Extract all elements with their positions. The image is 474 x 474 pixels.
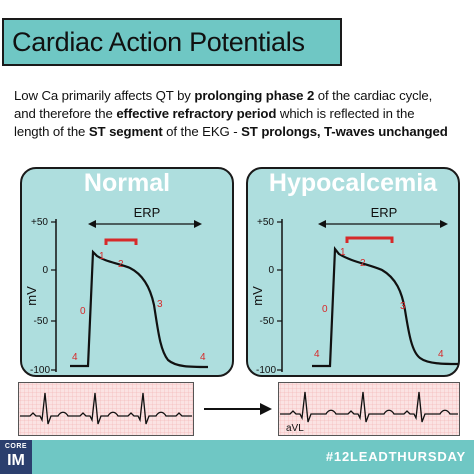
logo-im-text: IM xyxy=(7,452,25,469)
normal-phase-2: 2 xyxy=(118,259,124,270)
hypo-tick-minus50: -50 xyxy=(260,316,275,327)
normal-phase-0: 0 xyxy=(80,306,86,317)
hypo-phase-0: 0 xyxy=(322,304,328,315)
hypo-phase-2: 2 xyxy=(360,258,366,269)
hypo-phase-3: 3 xyxy=(400,301,406,312)
hypo-phase-4-right: 4 xyxy=(438,349,444,360)
normal-phase-4-right: 4 xyxy=(200,352,206,363)
normal-phase2-bracket xyxy=(104,238,138,245)
hypo-tick-0: 0 xyxy=(268,265,274,276)
hypo-y-label: mV xyxy=(250,286,265,306)
hypo-ap-curve xyxy=(312,246,459,368)
normal-phase-3: 3 xyxy=(157,299,163,310)
normal-tick-minus50: -50 xyxy=(34,316,49,327)
hypo-tick-50: +50 xyxy=(257,217,274,228)
hypocalcemia-panel-title: Hypocalcemia xyxy=(268,169,438,197)
hypo-phase-1: 1 xyxy=(340,247,346,258)
hypo-ekg-line xyxy=(280,391,458,423)
normal-y-label: mV xyxy=(24,286,39,306)
page-title: Cardiac Action Potentials xyxy=(12,27,305,57)
footer-bar xyxy=(0,440,474,474)
description-line-3: length of the ST segment of the EKG - ST… xyxy=(14,124,448,139)
normal-tick-minus100: -100 xyxy=(30,365,50,376)
arrow-head-icon xyxy=(260,403,272,415)
hashtag-text: #12LEADTHURSDAY xyxy=(325,449,466,464)
title-banner xyxy=(2,18,342,66)
hypo-tick-minus100: -100 xyxy=(256,365,276,376)
hypo-phase2-bracket xyxy=(345,236,394,243)
normal-tick-50: +50 xyxy=(31,217,48,228)
normal-phase-4-left: 4 xyxy=(72,352,78,363)
ekg-lead-label: aVL xyxy=(286,423,304,434)
hypo-erp-label: ERP xyxy=(371,205,398,220)
normal-panel-title: Normal xyxy=(83,169,171,197)
normal-ap-curve xyxy=(70,249,209,369)
normal-erp-label: ERP xyxy=(134,205,161,220)
description-line-1: Low Ca primarily affects QT by prolongin… xyxy=(14,88,433,103)
core-im-logo xyxy=(0,440,32,474)
normal-tick-0: 0 xyxy=(42,265,48,276)
normal-phase-1: 1 xyxy=(99,251,105,262)
logo-core-text: CORE xyxy=(4,443,28,450)
hypo-phase-4-left: 4 xyxy=(314,349,320,360)
description-line-2: and therefore the effective refractory p… xyxy=(14,106,415,121)
normal-ekg-line xyxy=(20,392,192,425)
